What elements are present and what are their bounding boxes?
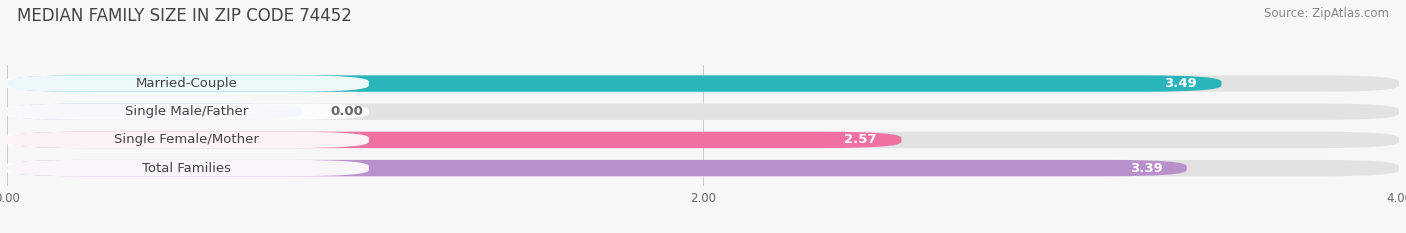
Text: Total Families: Total Families [142,161,231,175]
FancyBboxPatch shape [7,132,1399,148]
FancyBboxPatch shape [7,75,1399,92]
FancyBboxPatch shape [7,160,1399,176]
FancyBboxPatch shape [7,103,1399,120]
Text: Single Male/Father: Single Male/Father [125,105,247,118]
Text: 0.00: 0.00 [330,105,364,118]
Text: 2.57: 2.57 [845,134,877,146]
Text: 3.39: 3.39 [1129,161,1163,175]
Text: MEDIAN FAMILY SIZE IN ZIP CODE 74452: MEDIAN FAMILY SIZE IN ZIP CODE 74452 [17,7,352,25]
FancyBboxPatch shape [4,132,368,148]
FancyBboxPatch shape [7,160,1187,176]
Text: Married-Couple: Married-Couple [135,77,238,90]
Text: Source: ZipAtlas.com: Source: ZipAtlas.com [1264,7,1389,20]
Text: Single Female/Mother: Single Female/Mother [114,134,259,146]
FancyBboxPatch shape [4,160,368,176]
FancyBboxPatch shape [4,103,368,120]
FancyBboxPatch shape [7,103,302,120]
FancyBboxPatch shape [7,132,901,148]
Text: 3.49: 3.49 [1164,77,1197,90]
FancyBboxPatch shape [7,75,1222,92]
FancyBboxPatch shape [4,75,368,92]
